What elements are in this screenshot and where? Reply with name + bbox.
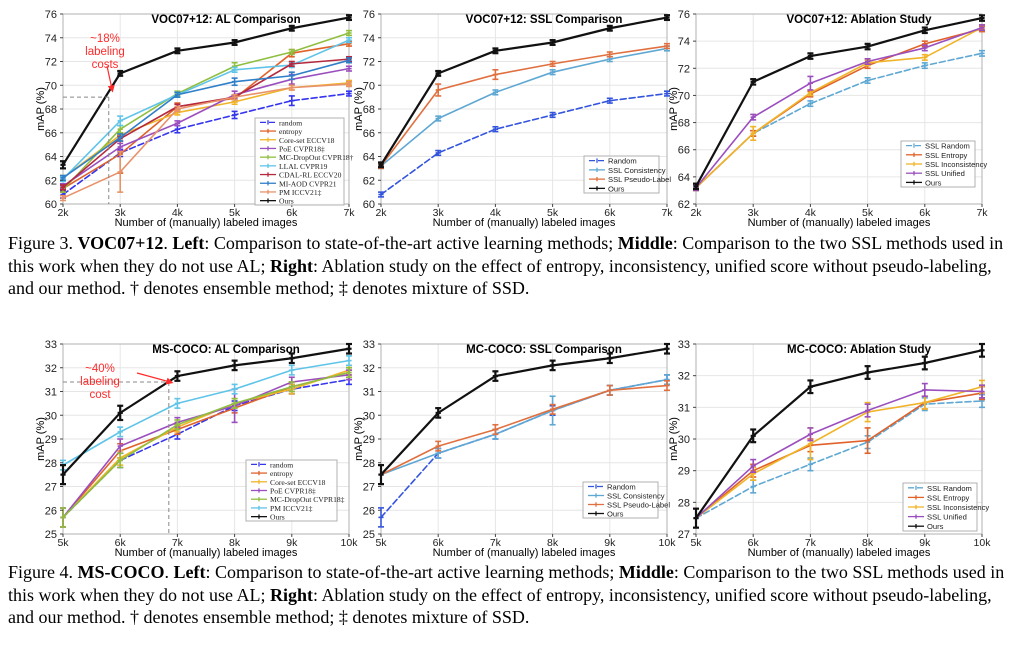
svg-text:76: 76 <box>363 9 375 21</box>
svg-text:64: 64 <box>363 152 375 164</box>
svg-text:Number of (manually) labeled i: Number of (manually) labeled images <box>748 547 931 559</box>
svg-text:72: 72 <box>45 57 57 69</box>
svg-text:~18%: ~18% <box>90 33 120 45</box>
svg-text:28: 28 <box>678 497 690 509</box>
svg-text:mAP (%): mAP (%) <box>353 417 365 461</box>
svg-text:60: 60 <box>363 199 375 211</box>
svg-text:Random: Random <box>607 483 636 492</box>
svg-text:SSL Entropy: SSL Entropy <box>927 493 970 502</box>
svg-text:labeling: labeling <box>80 376 120 388</box>
svg-text:Ours: Ours <box>270 513 285 522</box>
svg-text:10k: 10k <box>974 537 992 549</box>
svg-text:mAP (%): mAP (%) <box>35 417 47 461</box>
svg-text:76: 76 <box>45 9 57 21</box>
svg-text:SSL Random: SSL Random <box>927 484 972 493</box>
svg-text:66: 66 <box>678 145 690 157</box>
svg-text:72: 72 <box>678 63 690 75</box>
svg-text:Ours: Ours <box>279 197 294 206</box>
svg-text:25: 25 <box>45 529 57 541</box>
svg-text:costs: costs <box>92 59 119 71</box>
svg-text:62: 62 <box>363 175 375 187</box>
svg-text:PoE CVPR18‡: PoE CVPR18‡ <box>270 487 316 496</box>
svg-text:26: 26 <box>363 505 375 517</box>
svg-text:cost: cost <box>89 389 111 401</box>
svg-text:2k: 2k <box>57 207 69 219</box>
svg-text:7k: 7k <box>976 207 988 219</box>
svg-text:PM ICCV21‡: PM ICCV21‡ <box>270 504 313 513</box>
svg-text:5k: 5k <box>375 537 387 549</box>
svg-text:Ours: Ours <box>607 510 624 519</box>
svg-text:62: 62 <box>678 199 690 211</box>
svg-text:labeling: labeling <box>85 46 125 58</box>
svg-text:VOC07+12: AL Comparison: VOC07+12: AL Comparison <box>151 14 300 26</box>
svg-text:Number of (manually) labeled i: Number of (manually) labeled images <box>433 217 616 229</box>
svg-text:mAP (%): mAP (%) <box>35 87 47 131</box>
svg-text:25: 25 <box>363 529 375 541</box>
svg-text:2k: 2k <box>375 207 387 219</box>
svg-text:32: 32 <box>363 363 375 375</box>
svg-text:SSL Inconsistency: SSL Inconsistency <box>925 160 987 169</box>
svg-text:33: 33 <box>678 339 690 351</box>
svg-text:74: 74 <box>45 33 57 45</box>
svg-text:27: 27 <box>363 482 375 494</box>
svg-text:entropy: entropy <box>270 469 293 478</box>
svg-text:Ours: Ours <box>608 184 625 193</box>
svg-text:29: 29 <box>678 466 690 478</box>
svg-text:Number of (manually) labeled i: Number of (manually) labeled images <box>748 217 931 229</box>
svg-text:62: 62 <box>45 175 57 187</box>
svg-text:74: 74 <box>363 33 375 45</box>
svg-text:60: 60 <box>45 199 57 211</box>
svg-text:31: 31 <box>45 387 57 399</box>
svg-text:Ours: Ours <box>927 522 944 531</box>
svg-text:mAP (%): mAP (%) <box>668 87 680 131</box>
svg-text:SSL Inconsistency: SSL Inconsistency <box>927 503 989 512</box>
svg-text:26: 26 <box>45 505 57 517</box>
svg-text:27: 27 <box>45 482 57 494</box>
svg-text:32: 32 <box>45 363 57 375</box>
svg-text:76: 76 <box>678 9 690 21</box>
svg-text:mAP (%): mAP (%) <box>668 417 680 461</box>
svg-text:5k: 5k <box>57 537 69 549</box>
svg-text:VOC07+12: Ablation Study: VOC07+12: Ablation Study <box>787 14 933 26</box>
svg-text:SSL Unified: SSL Unified <box>927 513 967 522</box>
svg-text:64: 64 <box>45 152 57 164</box>
svg-text:31: 31 <box>678 402 690 414</box>
svg-text:2k: 2k <box>690 207 702 219</box>
svg-text:64: 64 <box>678 172 690 184</box>
svg-text:random: random <box>279 118 302 127</box>
svg-text:74: 74 <box>678 36 690 48</box>
svg-text:SSL Unified: SSL Unified <box>925 169 965 178</box>
svg-text:SSL Entropy: SSL Entropy <box>925 151 968 160</box>
svg-text:Ours: Ours <box>925 178 942 187</box>
svg-text:32: 32 <box>678 371 690 383</box>
svg-text:SSL Random: SSL Random <box>925 142 970 151</box>
svg-text:Number of (manually) labeled i: Number of (manually) labeled images <box>433 547 616 559</box>
svg-text:72: 72 <box>363 57 375 69</box>
svg-text:PM ICCV21‡: PM ICCV21‡ <box>279 188 322 197</box>
svg-text:MC-COCO: SSL Comparison: MC-COCO: SSL Comparison <box>466 344 622 356</box>
svg-text:random: random <box>270 460 293 469</box>
svg-text:33: 33 <box>45 339 57 351</box>
svg-text:~40%: ~40% <box>85 363 115 375</box>
svg-text:31: 31 <box>363 387 375 399</box>
svg-text:MS-COCO: AL Comparison: MS-COCO: AL Comparison <box>152 344 300 356</box>
svg-text:27: 27 <box>678 529 690 541</box>
svg-text:Number of (manually) labeled i: Number of (manually) labeled images <box>115 217 298 229</box>
svg-text:33: 33 <box>363 339 375 351</box>
svg-text:MC-COCO: Ablation Study: MC-COCO: Ablation Study <box>787 344 932 356</box>
svg-text:VOC07+12: SSL Comparison: VOC07+12: SSL Comparison <box>466 14 623 26</box>
svg-text:5k: 5k <box>690 537 702 549</box>
svg-text:entropy: entropy <box>279 127 302 136</box>
svg-text:Number of (manually) labeled i: Number of (manually) labeled images <box>115 547 298 559</box>
svg-text:mAP (%): mAP (%) <box>353 87 365 131</box>
